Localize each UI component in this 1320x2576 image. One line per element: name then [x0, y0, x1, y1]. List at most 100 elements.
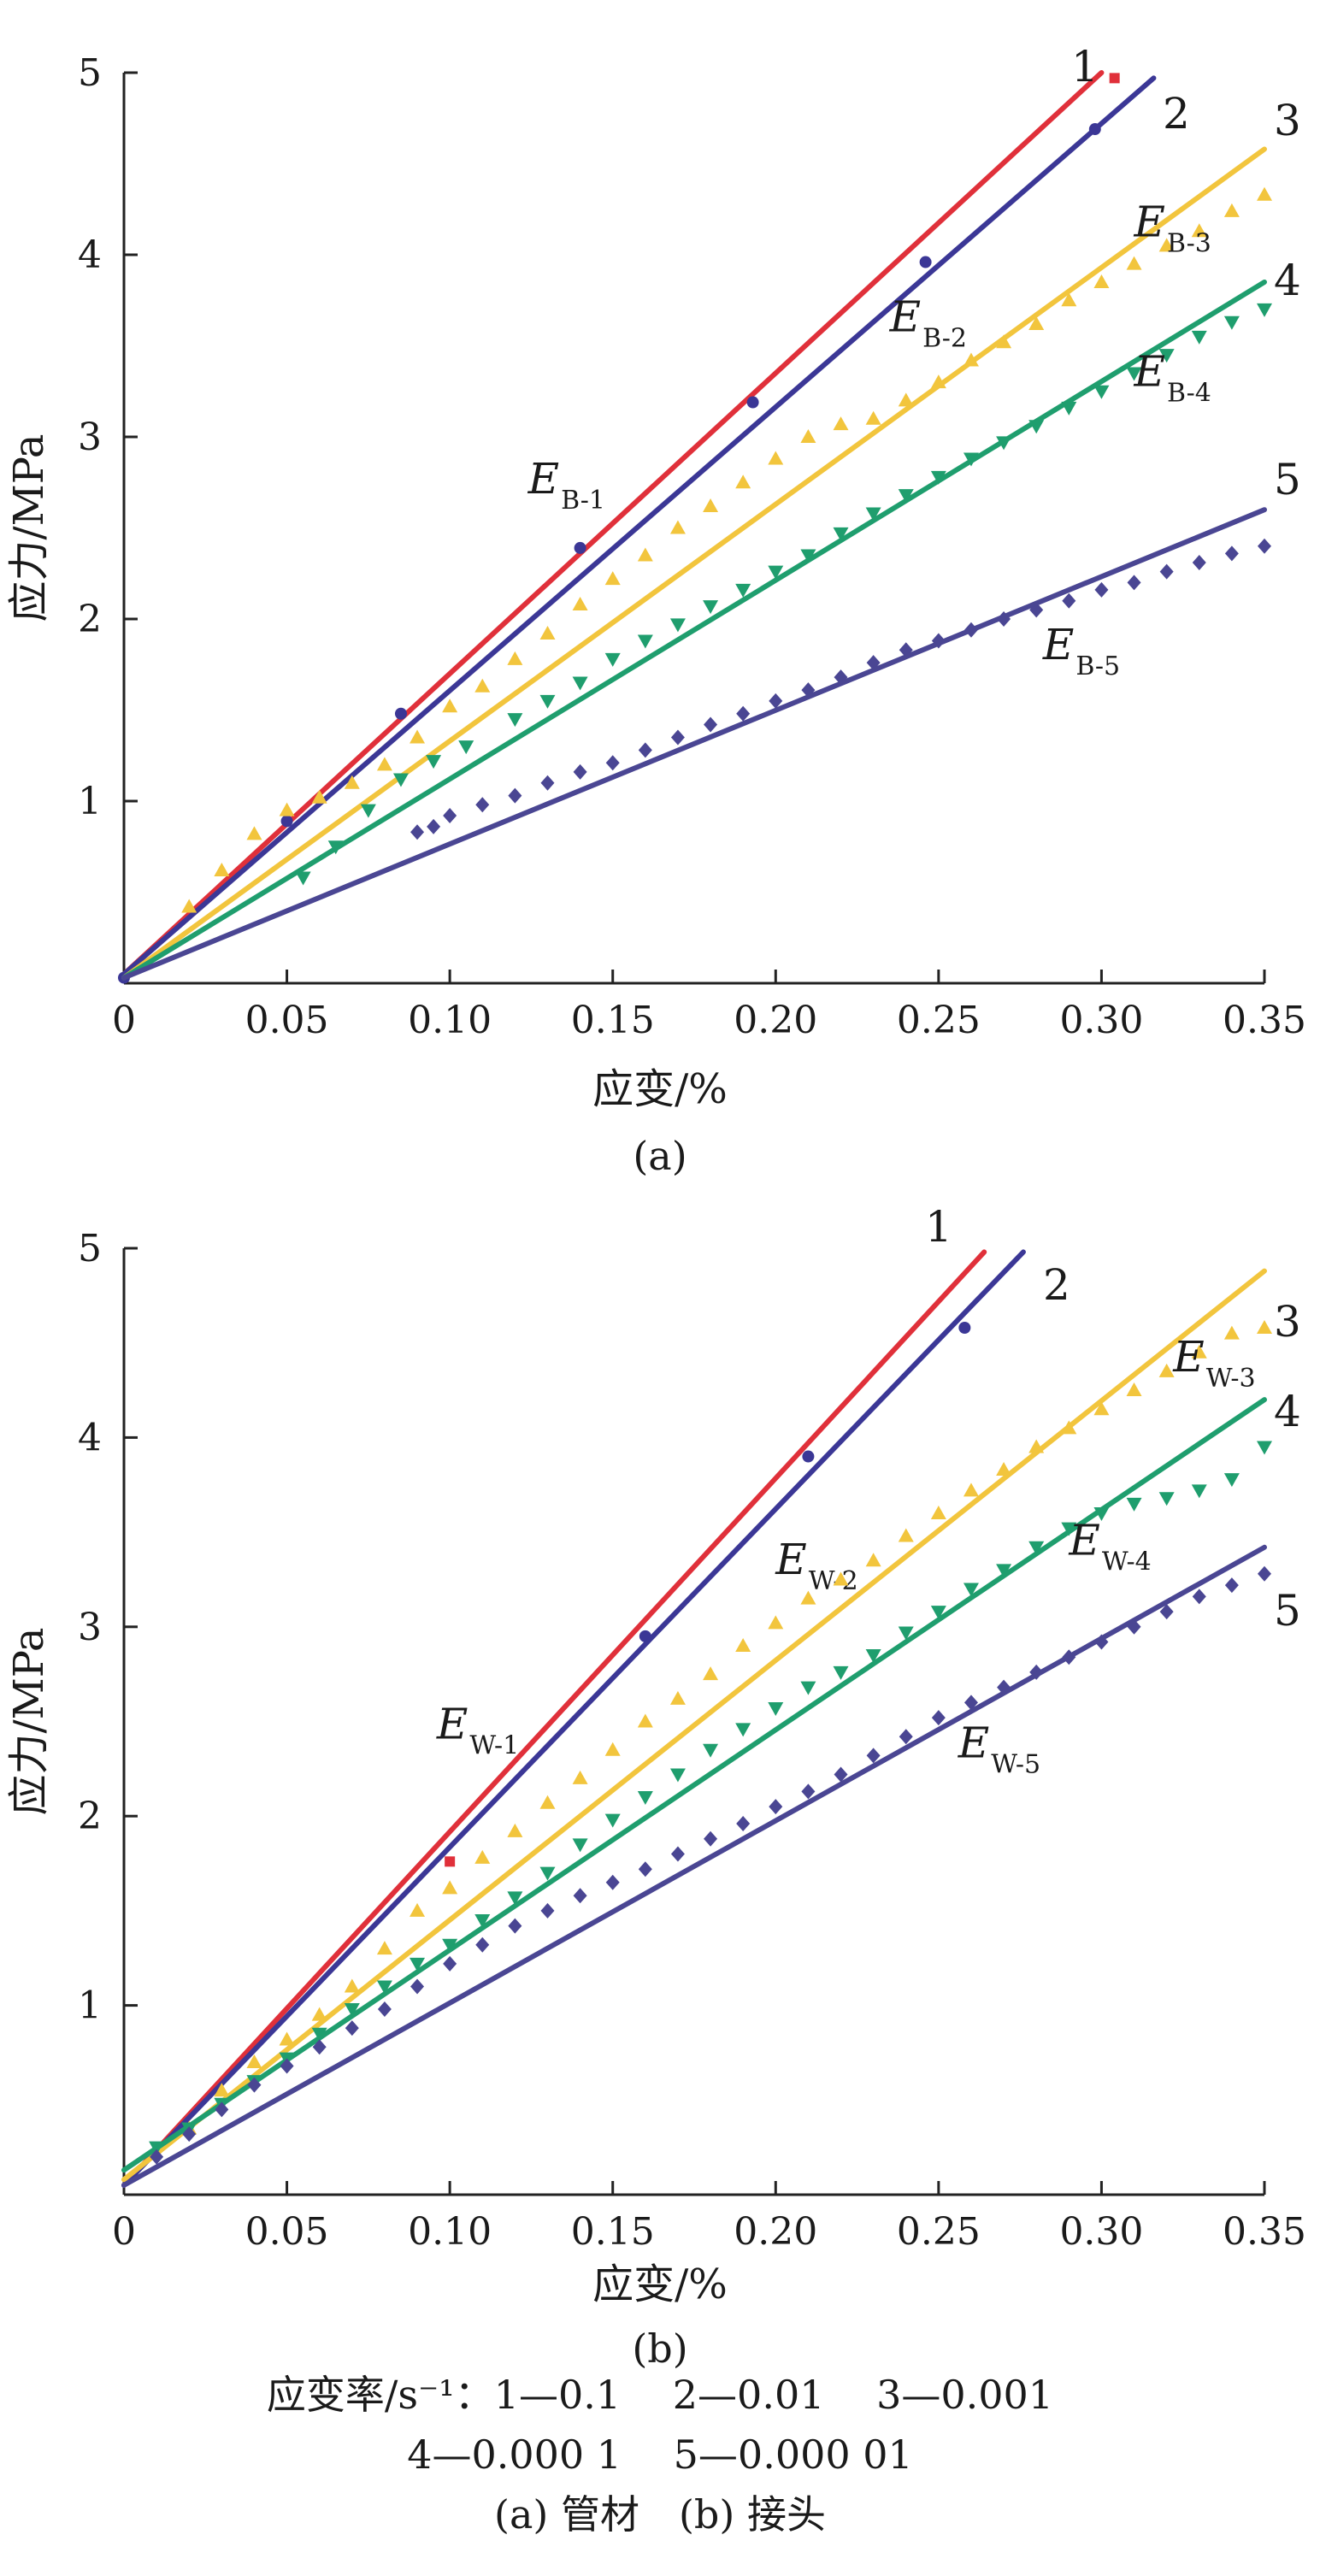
data-point	[311, 789, 327, 804]
data-point	[540, 775, 555, 791]
data-point	[1127, 575, 1141, 591]
data-point	[377, 2001, 392, 2018]
data-point	[279, 2031, 295, 2046]
data-point	[637, 547, 653, 562]
fit-line	[121, 1397, 1267, 2173]
data-point	[539, 1795, 556, 1809]
data-point	[1191, 1344, 1207, 1359]
data-point	[376, 1941, 392, 1955]
fit-line	[121, 1544, 1267, 2188]
data-point	[899, 1729, 913, 1745]
series-id-label: 3	[1274, 1297, 1301, 1347]
data-point	[746, 396, 759, 409]
data-point	[768, 1615, 784, 1630]
data-point	[410, 729, 426, 744]
series-id-label: 1	[1071, 42, 1099, 91]
data-point	[669, 618, 686, 633]
data-point	[638, 742, 652, 758]
data-point	[800, 429, 816, 443]
data-point	[376, 757, 392, 771]
data-point	[996, 1564, 1012, 1578]
data-point	[930, 1606, 946, 1620]
y-axis-label: 应力/MPa	[5, 433, 53, 622]
data-point	[311, 2027, 327, 2042]
data-point	[507, 1823, 523, 1837]
data-point	[703, 600, 719, 615]
y-tick-label: 2	[78, 598, 102, 641]
data-point	[735, 1723, 751, 1737]
chart-panel-a: 0 0.05 0.10 0.15 0.20 0.25 0.30 0.35 1 2 3 4 5 应变/% 应力…	[5, 42, 1306, 1179]
series-id-label: 2	[1163, 89, 1190, 139]
data-point	[573, 763, 587, 780]
data-point	[1159, 563, 1174, 580]
data-point	[866, 1748, 881, 1764]
data-point	[182, 2126, 197, 2143]
data-point	[1257, 1441, 1272, 1455]
series-id-label: 5	[1274, 1586, 1301, 1636]
data-point	[1257, 186, 1272, 201]
data-point	[834, 1766, 848, 1783]
x-axis-label: 应变/%	[592, 1065, 728, 1113]
series-3: 3 EW-3	[121, 1268, 1301, 2183]
data-point	[574, 541, 586, 554]
data-point	[604, 1813, 621, 1828]
data-point	[996, 1462, 1012, 1477]
data-point	[919, 256, 932, 268]
data-point	[703, 498, 719, 512]
series-2: 2 EB-2	[118, 75, 1190, 984]
data-point	[394, 707, 407, 720]
data-point	[246, 2054, 262, 2069]
series-3: 3 EB-3	[121, 96, 1301, 981]
data-point	[474, 1849, 491, 1864]
data-point	[703, 1743, 719, 1758]
y-axis-label: 应力/MPa	[5, 1627, 53, 1815]
modulus-label: EW-3	[1172, 1332, 1255, 1394]
series-id-label: 1	[925, 1202, 952, 1252]
data-point	[605, 1874, 620, 1890]
data-point	[443, 1955, 457, 1972]
x-tick-label: 0.10	[408, 999, 492, 1042]
data-point	[507, 713, 523, 728]
data-point	[1191, 330, 1207, 345]
modulus-label: EW-5	[958, 1718, 1040, 1780]
data-point	[605, 755, 620, 771]
data-point	[1109, 73, 1120, 84]
data-point	[768, 1702, 784, 1717]
data-point	[507, 1891, 523, 1906]
data-point	[1126, 1497, 1142, 1512]
data-point	[475, 797, 490, 813]
chart-panel-b: 0 0.05 0.10 0.15 0.20 0.25 0.30 0.35 1 2 3 4 5 应变/% 应力…	[5, 1202, 1306, 2372]
data-point	[704, 1830, 718, 1847]
data-point	[963, 1583, 979, 1597]
data-point	[670, 729, 685, 746]
data-point	[1061, 292, 1077, 307]
data-point	[669, 1768, 686, 1783]
figure-caption: (a) 管材 (b) 接头	[494, 2491, 826, 2538]
data-point	[769, 693, 783, 709]
data-point	[637, 1713, 653, 1728]
data-point	[1192, 1589, 1206, 1605]
data-point	[507, 651, 523, 665]
data-point	[279, 802, 295, 816]
series-4: 4 EB-4	[121, 256, 1301, 981]
y-tick-label: 5	[78, 1227, 102, 1270]
modulus-label: EB-2	[889, 292, 967, 353]
legend-line-1: 应变率/s⁻¹：1—0.1 2—0.01 3—0.001	[266, 2372, 1054, 2418]
modulus-label: EB-1	[527, 454, 605, 516]
data-point	[539, 694, 556, 709]
series-2: 2 EW-2	[121, 1249, 1070, 2188]
x-tick-label: 0.35	[1223, 2210, 1306, 2254]
data-point	[443, 808, 457, 824]
data-point	[442, 1880, 458, 1895]
fit-line	[121, 507, 1267, 981]
series-1: 1 EW-1	[121, 1202, 987, 2188]
data-point	[540, 1902, 555, 1919]
data-point	[704, 716, 718, 733]
data-point	[344, 2003, 360, 2018]
x-tick-label: 0.35	[1223, 999, 1306, 1042]
data-point	[1028, 315, 1045, 330]
data-point	[410, 1978, 425, 1995]
data-point	[963, 1695, 978, 1711]
data-point	[1257, 1319, 1272, 1334]
x-tick-label: 0.05	[245, 2210, 329, 2254]
